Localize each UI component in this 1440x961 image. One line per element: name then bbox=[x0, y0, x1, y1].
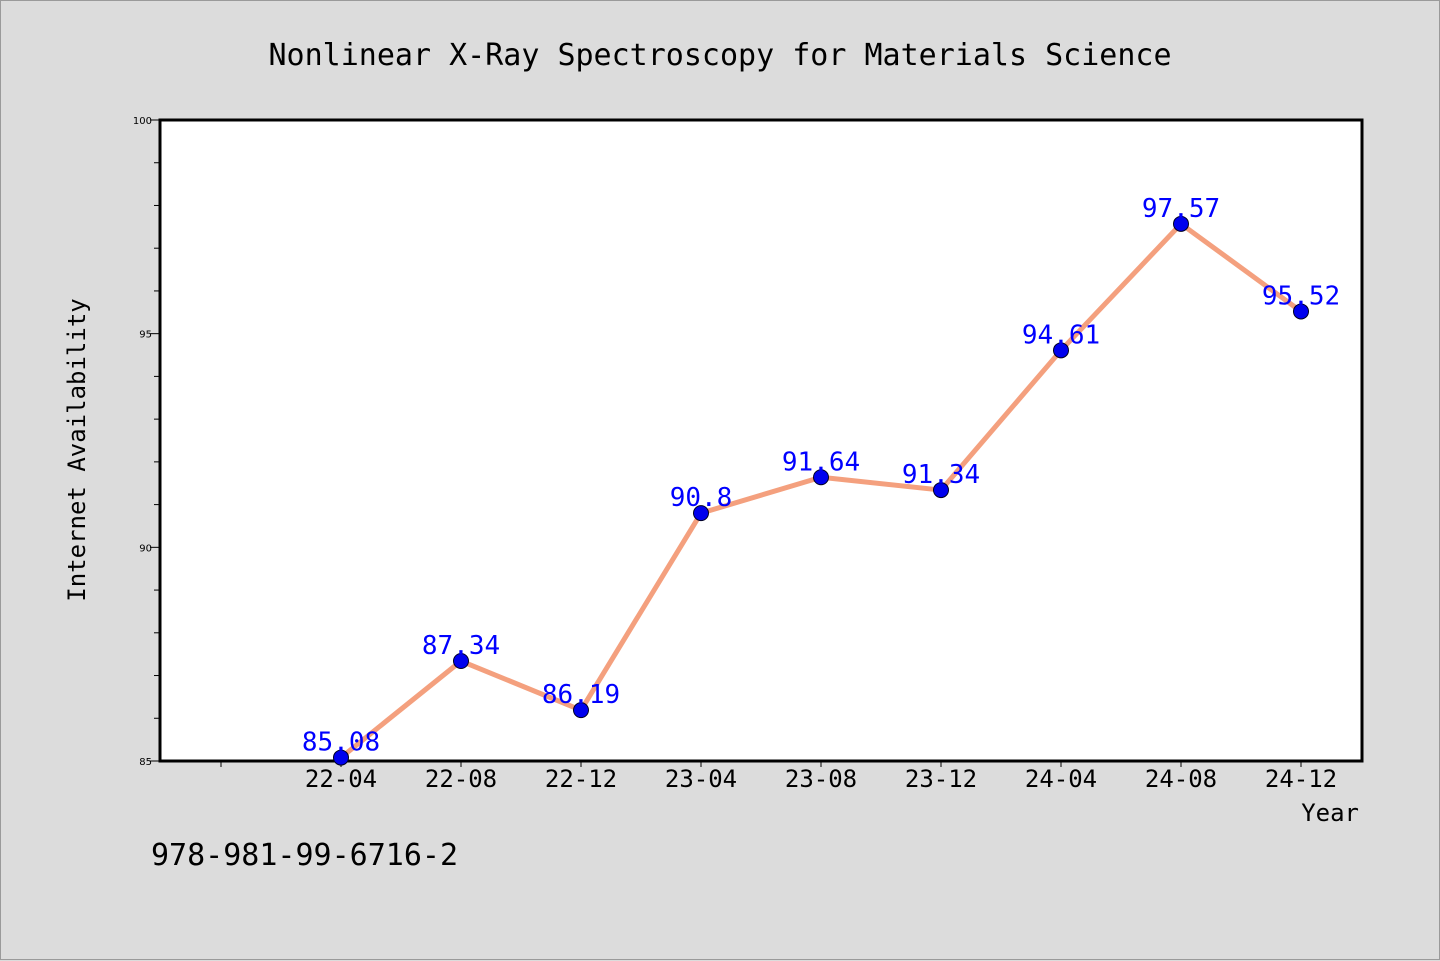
x-tick-label: 22-04 bbox=[305, 765, 377, 793]
y-tick-label: 90 bbox=[139, 543, 152, 554]
x-tick-label: 23-08 bbox=[785, 765, 857, 793]
plot-area bbox=[158, 118, 1364, 763]
x-tick-label: 22-08 bbox=[425, 765, 497, 793]
data-point-marker bbox=[1053, 342, 1069, 359]
data-label: 87.34 bbox=[422, 631, 500, 661]
series-layer: 85.08 87.34 86.19 90.8 91.64 91.34 94.61 97.57 9… bbox=[302, 194, 1340, 766]
data-point-marker bbox=[453, 653, 469, 670]
x-tick-label: 22-12 bbox=[545, 765, 617, 793]
chart-title: Nonlinear X-Ray Spectroscopy for Materia… bbox=[268, 38, 1171, 73]
y-tick-label: 100 bbox=[133, 116, 152, 127]
data-label: 95.52 bbox=[1262, 281, 1340, 311]
data-label: 86.19 bbox=[542, 680, 620, 710]
data-point-marker bbox=[813, 469, 829, 486]
data-label: 94.61 bbox=[1022, 320, 1100, 350]
x-axis-label: Year bbox=[1301, 799, 1359, 827]
x-tick-label: 23-04 bbox=[665, 765, 737, 793]
data-point-marker bbox=[1173, 215, 1189, 232]
y-tick-label: 85 bbox=[139, 757, 152, 768]
data-point-marker bbox=[1293, 303, 1309, 320]
data-label: 85.08 bbox=[302, 728, 380, 758]
data-point-marker bbox=[693, 505, 709, 522]
y-axis: 85 90 95 100 bbox=[133, 116, 159, 768]
x-tick-label: 24-04 bbox=[1025, 765, 1097, 793]
data-label: 91.64 bbox=[782, 447, 860, 477]
x-tick-label: 24-12 bbox=[1265, 765, 1337, 793]
data-label: 91.34 bbox=[902, 460, 980, 490]
x-tick-label: 24-08 bbox=[1145, 765, 1217, 793]
y-tick-label: 95 bbox=[139, 330, 152, 341]
data-label: 97.57 bbox=[1142, 194, 1220, 224]
data-point-marker bbox=[933, 482, 949, 499]
x-axis: 22-04 22-08 22-12 23-04 23-08 23-12 24-04 24-08… bbox=[220, 762, 1337, 793]
y-axis-label: Internet Availability bbox=[63, 298, 91, 601]
isbn-text: 978-981-99-6716-2 bbox=[151, 838, 458, 873]
data-point-marker bbox=[333, 749, 349, 766]
data-point-marker bbox=[573, 702, 589, 719]
x-tick-label: 23-12 bbox=[905, 765, 977, 793]
data-label: 90.8 bbox=[670, 483, 733, 513]
